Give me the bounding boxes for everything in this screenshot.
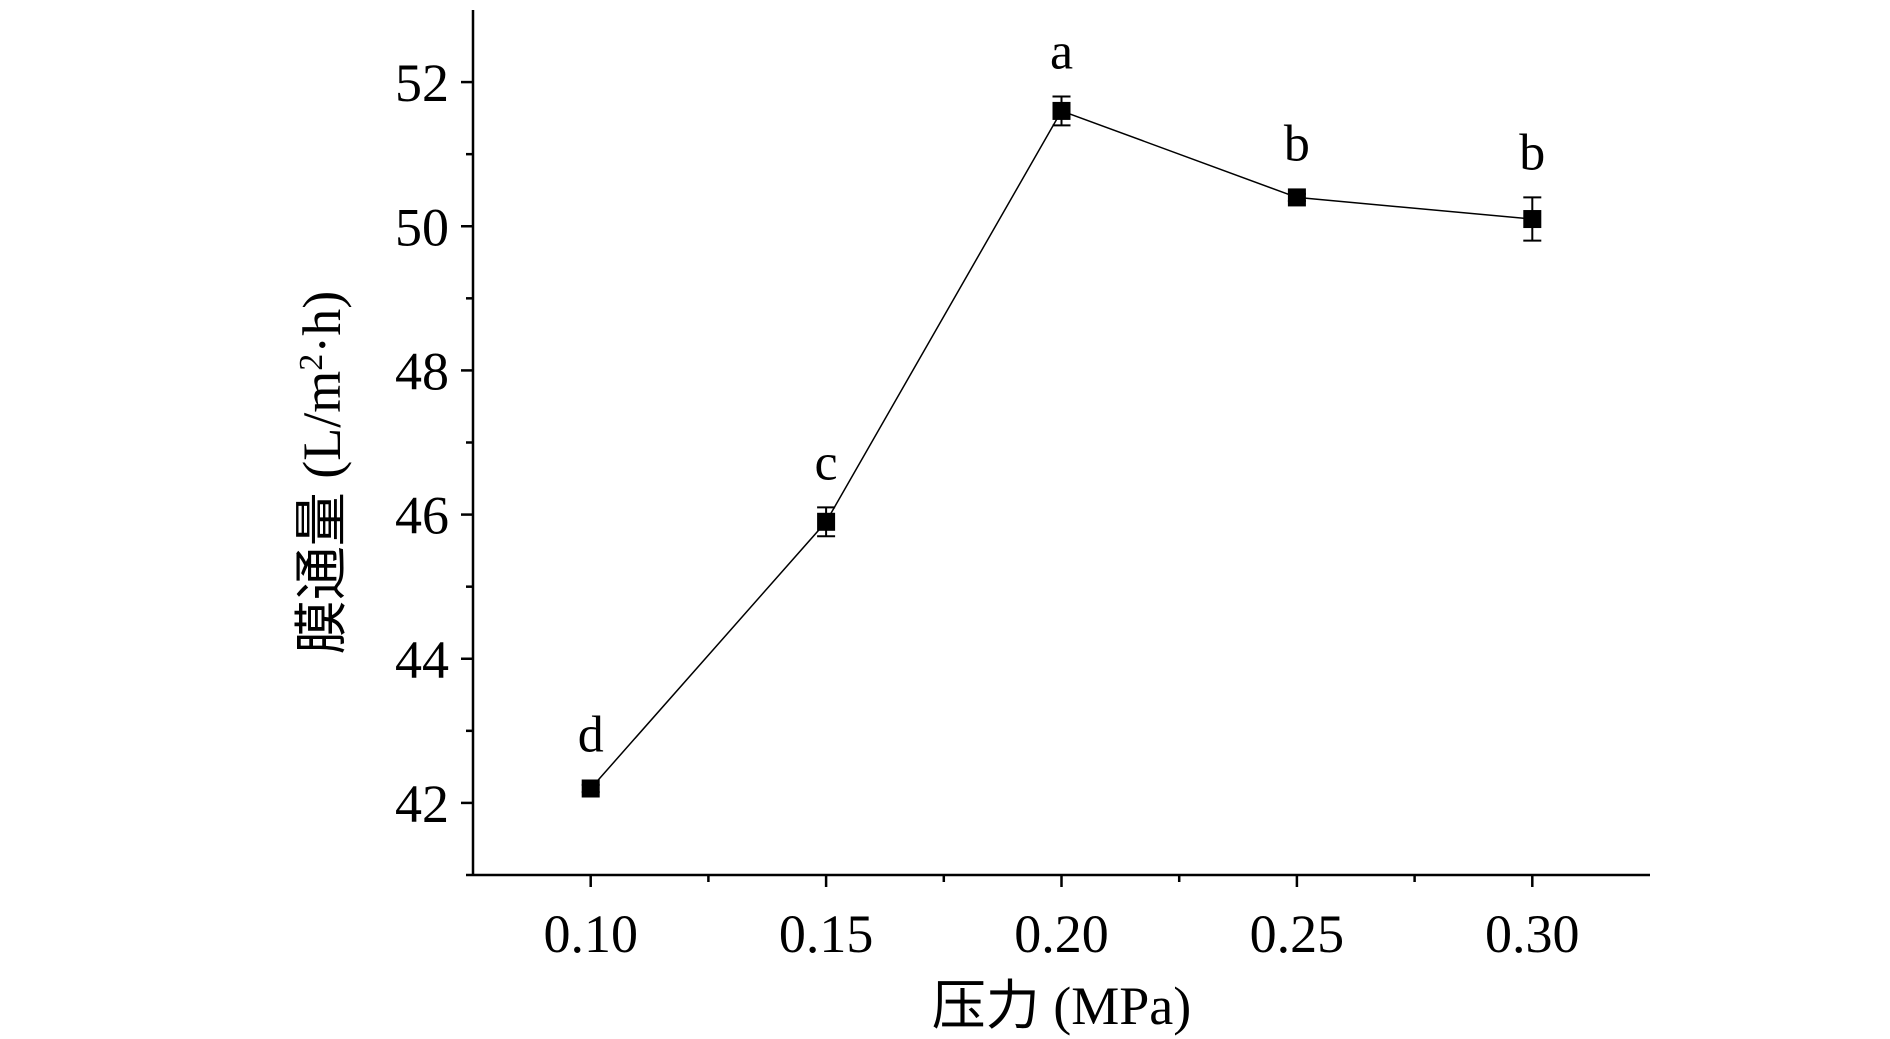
data-point xyxy=(581,779,600,798)
x-axis-title: 压力 (MPa) xyxy=(932,976,1191,1036)
y-tick-label: 50 xyxy=(395,197,449,257)
axes xyxy=(471,10,1650,877)
significance-label: a xyxy=(1050,24,1073,81)
y-axis-title: 膜通量 (L/m2·h) xyxy=(292,291,352,654)
y-tick-label: 52 xyxy=(395,53,449,113)
significance-label: c xyxy=(815,434,838,491)
y-tick-label: 46 xyxy=(395,486,449,546)
tick-labels: 42 44 46 48 50 52 0.10 0.15 0.20 0.25 0.30 xyxy=(395,53,1580,964)
significance-label: b xyxy=(1519,124,1545,181)
y-axis-title-tail: ·h) xyxy=(292,291,352,354)
data-point xyxy=(1287,188,1306,207)
x-tick-label: 0.30 xyxy=(1485,904,1580,964)
data-point xyxy=(817,512,836,531)
plot-series: d c a b b xyxy=(578,24,1545,798)
significance-label: d xyxy=(578,707,604,764)
data-point xyxy=(1052,101,1071,120)
y-tick-label: 48 xyxy=(395,341,449,401)
y-axis-title-superscript: 2 xyxy=(293,354,330,371)
x-tick-label: 0.10 xyxy=(543,904,638,964)
x-tick-label: 0.25 xyxy=(1250,904,1345,964)
x-tick-label: 0.15 xyxy=(779,904,874,964)
y-axis-title-main: 膜通量 (L/m xyxy=(292,371,352,654)
y-tick-label: 42 xyxy=(395,774,449,834)
y-tick-label: 44 xyxy=(395,630,449,690)
series-line xyxy=(590,109,1533,789)
x-tick-label: 0.20 xyxy=(1014,904,1109,964)
ticks xyxy=(461,80,1534,887)
significance-label: b xyxy=(1284,115,1310,172)
data-point xyxy=(1523,210,1542,229)
